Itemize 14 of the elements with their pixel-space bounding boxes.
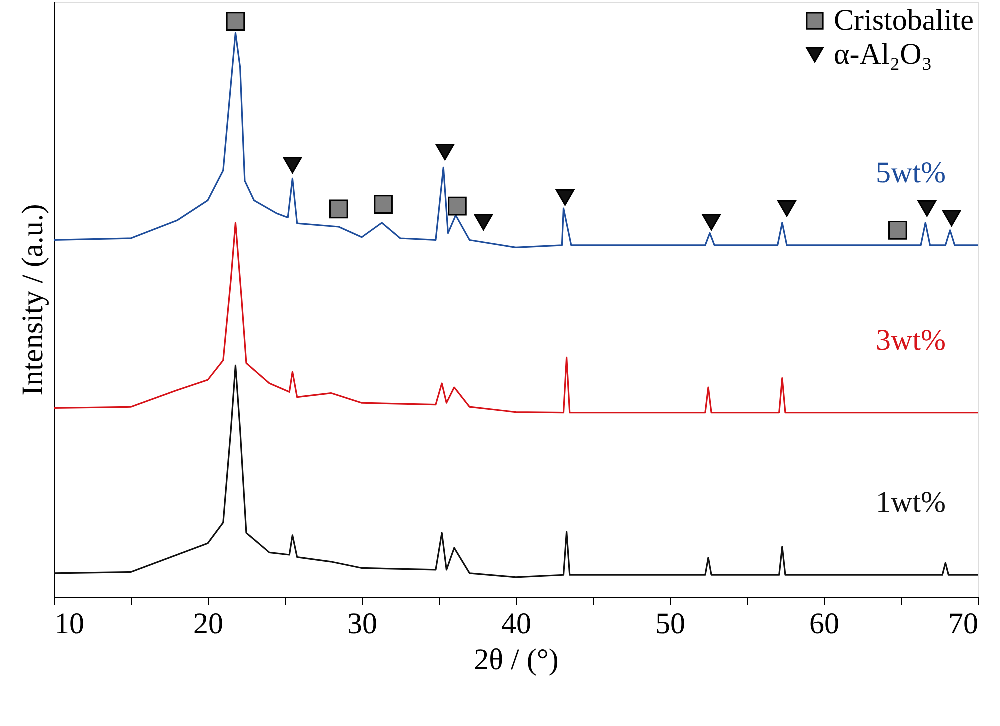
- x-tick-label: 40: [502, 608, 532, 640]
- series-label: 1wt%: [876, 486, 946, 520]
- legend-label: α-Al₂O₃: [834, 38, 932, 71]
- x-tick-label: 30: [348, 608, 378, 640]
- x-tick-label: 20: [194, 608, 224, 640]
- x-axis-title: 2θ / (°): [474, 644, 559, 676]
- series-label: 5wt%: [876, 156, 946, 190]
- x-tick-label: 50: [656, 608, 686, 640]
- y-axis-title: Intensity / (a.u.): [16, 204, 50, 396]
- x-tick-label: 60: [810, 608, 840, 640]
- series-label: 3wt%: [876, 324, 946, 357]
- x-tick-label: 70: [948, 608, 978, 640]
- legend-label: Cristobalite: [834, 4, 974, 37]
- x-tick-label: 10: [54, 608, 84, 640]
